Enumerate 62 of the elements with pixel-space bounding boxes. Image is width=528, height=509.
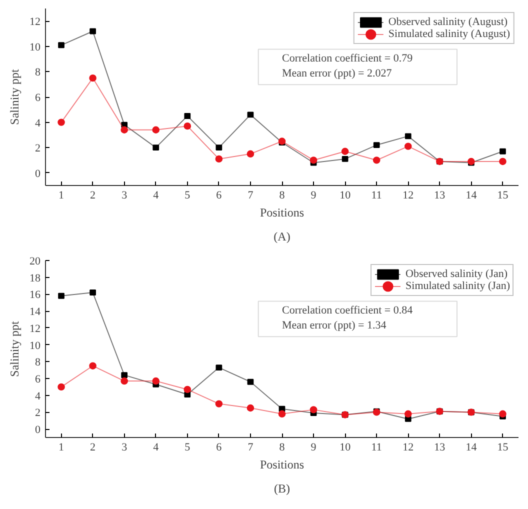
y-tick-label: 18 [30,272,41,284]
x-tick-label: 12 [402,190,414,202]
annotation: Correlation coefficient = 0.84 [282,304,414,316]
text: (B) [274,482,290,496]
y-tick-label: 8 [35,356,41,369]
x-tick-label: 2 [90,442,96,454]
y-tick-label: 12 [30,16,40,28]
x-tick-label: 13 [434,442,446,454]
x-tick-label: 4 [153,442,160,454]
annotation: Correlation coefficient = 0.79 [282,52,414,64]
x-tick-label: 2 [90,190,96,202]
x-tick-label: 3 [122,190,128,202]
y-tick-label: 2 [35,142,40,155]
x-tick-label: 6 [216,190,222,202]
x-tick-label: 9 [310,442,317,454]
y-tick-label: 6 [35,374,41,386]
x-tick-label: 13 [434,190,446,202]
y-tick-label: 20 [30,256,41,268]
x-tick-label: 7 [248,190,254,202]
x-tick-label: 12 [402,442,414,454]
x-tick-label: 15 [497,442,509,454]
x-tick-label: 10 [340,442,352,454]
y-axis-title: Salinity ppt [8,68,22,125]
y-tick-label: 4 [35,117,41,130]
legend-label: Simulated salinity (August) [388,28,510,40]
x-tick-label: 15 [497,190,509,202]
y-tick-label: 8 [35,66,41,79]
x-tick-label: 5 [184,442,191,454]
x-tick-label: 11 [371,190,382,202]
x-tick-label: 8 [279,442,286,454]
y-axis-title: Salinity ppt [8,320,22,377]
y-tick-label: 0 [35,168,41,180]
y-tick-label: 6 [35,92,41,104]
legend-label: Observed salinity (August) [388,16,508,28]
y-tick-label: 10 [30,41,41,54]
y-tick-label: 10 [30,340,41,352]
y-tick-label: 12 [30,322,40,335]
y-tick-label: 2 [35,407,40,420]
x-tick-label: 1 [58,190,64,202]
legend-label: Simulated salinity (Jan) [406,280,510,292]
x-tick-label: 10 [340,190,352,202]
legend-label: Observed salinity (Jan) [406,268,508,280]
x-tick-label: 9 [310,190,317,202]
y-tick-label: 16 [30,289,41,302]
y-tick-label: 0 [35,424,41,436]
x-axis-title: Positions [260,458,304,472]
x-tick-label: 8 [279,190,286,202]
y-tick-label: 14 [30,306,41,318]
x-tick-label: 1 [58,442,64,454]
x-tick-label: 5 [184,190,191,202]
x-tick-label: 14 [466,442,478,454]
x-tick-label: 4 [153,190,160,202]
x-tick-label: 6 [216,442,222,454]
x-axis-title: Positions [260,206,304,220]
annotation: Mean error (ppt) = 1.34 [282,319,387,332]
text: (A) [274,230,290,244]
x-tick-label: 14 [466,190,478,202]
y-tick-label: 4 [35,390,41,402]
x-tick-label: 3 [122,442,128,454]
x-tick-label: 7 [248,442,254,454]
annotation: Mean error (ppt) = 2.027 [282,67,392,80]
x-tick-label: 11 [371,442,382,454]
